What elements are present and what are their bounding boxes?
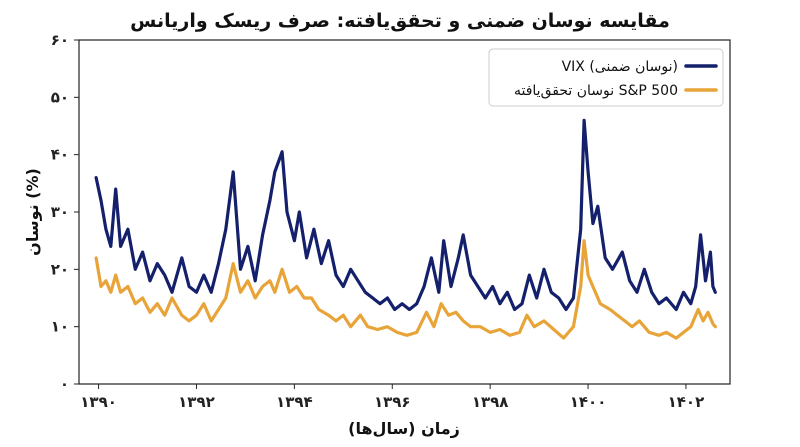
legend-label-0: VIX (نوسان ضمنی): [562, 59, 678, 75]
legend-box: [488, 48, 724, 107]
legend-label-1: نوسان تحقق‌یافته S&P 500: [514, 83, 678, 99]
y-tick-label: ۲۰: [51, 260, 69, 278]
x-tick-label: ۱۴۰۲: [668, 393, 705, 411]
x-tick-label: ۱۳۹۶: [374, 393, 411, 411]
chart-title: مقایسه نوسان ضمنی و تحقق‌یافته: صرف ریسک…: [130, 10, 670, 32]
x-tick-label: ۱۳۹۴: [276, 393, 313, 411]
series-line-1: [94, 239, 717, 340]
y-axis: ۰ ۱۰ ۲۰ ۳۰ ۴۰ ۵۰ ۶۰: [51, 31, 79, 393]
y-axis-label: نوسان (%): [23, 168, 42, 256]
series-line-0: [94, 118, 717, 312]
x-tick-label: ۱۳۹۲: [178, 393, 215, 411]
y-tick-label: ۴۰: [51, 146, 69, 164]
y-tick-label: ۵۰: [51, 88, 69, 106]
y-tick-label: ۰: [60, 375, 69, 393]
legend: VIX (نوسان ضمنی) نوسان تحقق‌یافته S&P 500: [488, 48, 724, 107]
y-tick-label: ۱۰: [51, 318, 69, 336]
series-lines: [94, 118, 717, 340]
x-tick-label: ۱۳۹۰: [80, 393, 117, 411]
y-tick-label: ۶۰: [51, 31, 69, 49]
x-tick-label: ۱۳۹۸: [472, 393, 509, 411]
x-axis: ۱۳۹۰ ۱۳۹۲ ۱۳۹۴ ۱۳۹۶ ۱۳۹۸ ۱۴۰۰ ۱۴۰۲: [80, 384, 704, 411]
x-tick-label: ۱۴۰۰: [570, 393, 607, 411]
y-tick-label: ۳۰: [51, 203, 69, 221]
x-axis-label: زمان (سال‌ها): [348, 419, 460, 438]
